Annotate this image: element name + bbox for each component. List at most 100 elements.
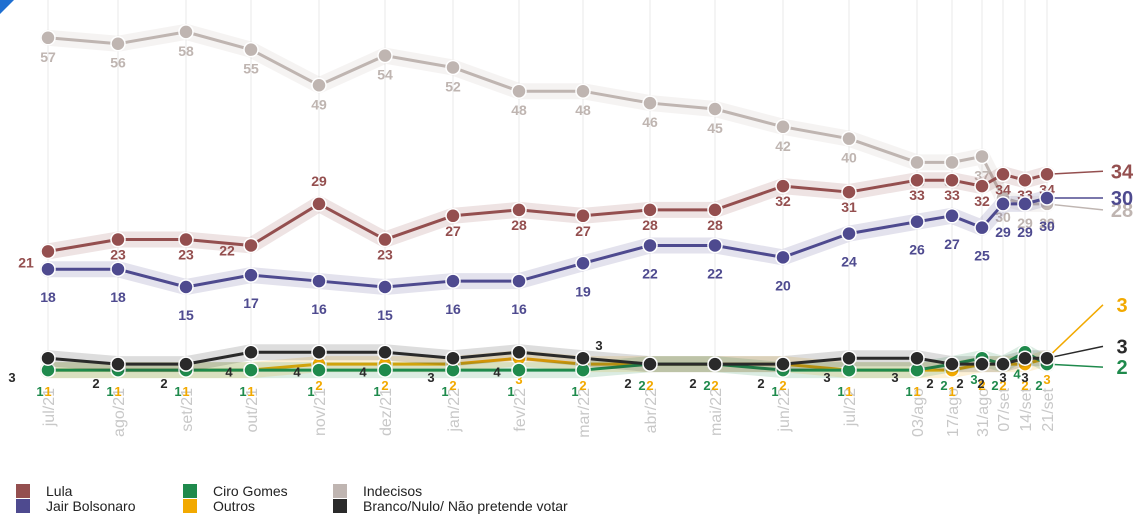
data-label-lula: 28	[707, 217, 723, 233]
data-label-indecisos: 52	[445, 78, 461, 94]
legend-label-indecisos: Indecisos	[363, 483, 423, 499]
data-label-jair-bolsonaro: 29	[995, 224, 1011, 240]
point-ciro-gomes	[311, 362, 327, 378]
point-branco-nulo-nao-pretende-votar	[775, 356, 791, 372]
legend-item-indecisos: Indecisos	[333, 483, 422, 499]
data-label-outros: 1	[247, 384, 254, 399]
point-branco-nulo-nao-pretende-votar	[974, 356, 990, 372]
x-tick-label: dez/21	[378, 388, 395, 436]
legend-label-lula: Lula	[46, 483, 73, 499]
point-ciro-gomes	[511, 362, 527, 378]
data-label-ciro-gomes: 1	[174, 384, 181, 399]
point-jair-bolsonaro	[511, 273, 527, 289]
point-indecisos	[974, 148, 990, 165]
point-jair-bolsonaro	[775, 249, 791, 266]
point-jair-bolsonaro	[40, 261, 56, 277]
point-indecisos	[642, 95, 658, 111]
x-tick-label: 17/ago	[945, 388, 962, 437]
data-label-ciro-gomes: 1	[837, 384, 844, 399]
data-label-outros: 2	[779, 378, 786, 393]
point-jair-bolsonaro	[243, 267, 259, 283]
corner-accent	[0, 0, 14, 14]
data-label-branco-nulo-nao-pretende-votar: 4	[225, 364, 233, 379]
end-label-branco-nulo-nao-pretende-votar: 3	[1116, 336, 1127, 358]
data-label-lula: 27	[575, 223, 591, 239]
data-label-lula: 33	[909, 187, 925, 203]
point-jair-bolsonaro	[909, 213, 925, 230]
legend-item-branco-nulo: Branco/Nulo/ Não pretende votar	[333, 498, 568, 514]
data-label-lula: 34	[995, 181, 1011, 197]
end-line-outros	[1046, 304, 1104, 359]
end-line-branco-nulo-nao-pretende-votar	[1046, 345, 1104, 359]
end-line-lula	[1046, 170, 1104, 176]
data-label-lula: 27	[445, 223, 461, 239]
point-lula	[377, 231, 393, 248]
data-label-branco-nulo-nao-pretende-votar: 2	[92, 376, 99, 391]
data-label-outros: 2	[646, 378, 653, 393]
point-branco-nulo-nao-pretende-votar	[40, 350, 56, 366]
data-label-branco-nulo-nao-pretende-votar: 2	[977, 376, 984, 391]
point-lula	[841, 184, 857, 200]
legend-label-ciro: Ciro Gomes	[213, 483, 288, 499]
x-tick-label: 21/set	[1040, 387, 1057, 431]
data-label-lula: 32	[974, 193, 990, 209]
legend-swatch-lula	[16, 484, 30, 498]
data-label-jair-bolsonaro: 17	[243, 295, 259, 311]
point-jair-bolsonaro	[1039, 190, 1055, 206]
end-label-outros: 3	[1116, 295, 1127, 317]
point-ciro-gomes	[243, 362, 259, 378]
data-label-ciro-gomes: 1	[307, 384, 314, 399]
point-lula	[995, 166, 1011, 183]
point-lula	[1017, 172, 1033, 188]
data-label-branco-nulo-nao-pretende-votar: 3	[891, 370, 898, 385]
data-label-outros: 1	[948, 384, 955, 399]
data-label-branco-nulo-nao-pretende-votar: 3	[427, 370, 434, 385]
data-label-outros: 2	[315, 378, 322, 393]
data-label-lula: 28	[511, 217, 527, 233]
data-label-branco-nulo-nao-pretende-votar: 3	[1021, 370, 1028, 385]
data-label-indecisos: 46	[642, 114, 658, 130]
data-label-lula: 21	[18, 254, 34, 270]
point-branco-nulo-nao-pretende-votar	[841, 350, 857, 366]
data-label-lula: 23	[377, 247, 393, 263]
data-label-indecisos: 45	[707, 120, 723, 136]
point-indecisos	[40, 30, 56, 46]
legend-item-ciro: Ciro Gomes	[183, 483, 288, 499]
data-label-ciro-gomes: 4	[1013, 366, 1021, 381]
legend-item-bolsonaro: Jair Bolsonaro	[16, 498, 136, 514]
point-branco-nulo-nao-pretende-votar	[311, 344, 327, 361]
data-label-lula: 28	[642, 217, 658, 233]
legend-label-bolsonaro: Jair Bolsonaro	[46, 498, 136, 514]
data-label-jair-bolsonaro: 19	[575, 283, 591, 299]
point-jair-bolsonaro	[974, 219, 990, 236]
point-jair-bolsonaro	[995, 196, 1011, 212]
data-label-ciro-gomes: 1	[239, 384, 246, 399]
x-tick-label: out/21	[244, 388, 261, 433]
data-label-outros: 2	[999, 378, 1006, 393]
legend-label-outros: Outros	[213, 498, 256, 514]
point-indecisos	[841, 130, 857, 147]
data-label-lula: 29	[311, 173, 327, 189]
data-label-indecisos: 49	[311, 96, 327, 112]
x-tick-label: jun/22	[776, 388, 793, 433]
x-tick-label: set/21	[179, 388, 196, 432]
data-label-jair-bolsonaro: 26	[909, 242, 925, 258]
data-label-ciro-gomes: 2	[1035, 378, 1042, 393]
data-label-outros: 1	[44, 384, 51, 399]
data-label-ciro-gomes: 1	[441, 384, 448, 399]
data-label-outros: 1	[913, 384, 920, 399]
legend-swatch-ciro	[183, 484, 197, 498]
legend-swatch-bolsonaro	[16, 499, 30, 513]
data-label-branco-nulo-nao-pretende-votar: 3	[999, 370, 1006, 385]
point-jair-bolsonaro	[445, 273, 461, 289]
x-tick-label: jan/22	[446, 388, 463, 433]
point-lula	[110, 231, 126, 248]
legend-swatch-indecisos	[333, 484, 347, 498]
point-jair-bolsonaro	[642, 237, 658, 254]
data-label-ciro-gomes: 1	[106, 384, 113, 399]
data-label-ciro-gomes: 1	[373, 384, 380, 399]
end-label-lula: 34	[1111, 161, 1134, 183]
data-label-branco-nulo-nao-pretende-votar: 2	[926, 376, 933, 391]
data-label-outros: 3	[515, 372, 522, 387]
point-indecisos	[243, 41, 259, 58]
